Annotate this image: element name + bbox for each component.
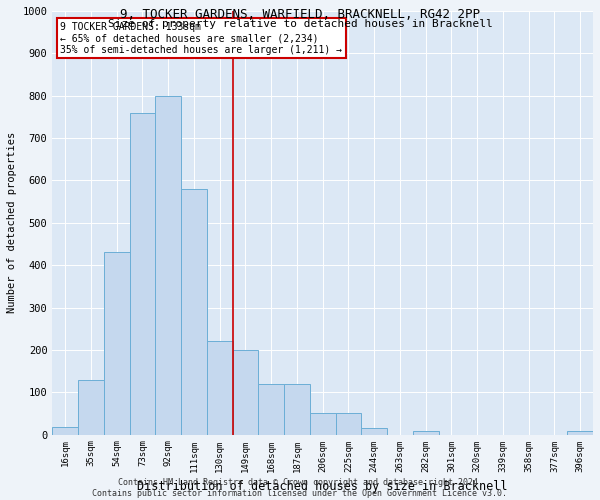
Bar — [104, 252, 130, 434]
Text: 9, TOCKER GARDENS, WARFIELD, BRACKNELL, RG42 2PP: 9, TOCKER GARDENS, WARFIELD, BRACKNELL, … — [120, 8, 480, 20]
Y-axis label: Number of detached properties: Number of detached properties — [7, 132, 17, 314]
Text: Size of property relative to detached houses in Bracknell: Size of property relative to detached ho… — [107, 19, 493, 29]
Bar — [130, 112, 155, 434]
Bar — [335, 414, 361, 434]
Text: Contains HM Land Registry data © Crown copyright and database right 2024.
Contai: Contains HM Land Registry data © Crown c… — [92, 478, 508, 498]
Text: 9 TOCKER GARDENS: 133sqm
← 65% of detached houses are smaller (2,234)
35% of sem: 9 TOCKER GARDENS: 133sqm ← 65% of detach… — [61, 22, 343, 54]
Bar — [78, 380, 104, 434]
Bar — [310, 414, 335, 434]
Bar — [233, 350, 259, 434]
Bar — [207, 342, 233, 434]
Bar — [259, 384, 284, 434]
Bar — [181, 189, 207, 434]
Bar — [413, 431, 439, 434]
Bar — [52, 427, 78, 434]
X-axis label: Distribution of detached houses by size in Bracknell: Distribution of detached houses by size … — [137, 480, 508, 493]
Bar — [284, 384, 310, 434]
Bar — [568, 431, 593, 434]
Bar — [361, 428, 387, 434]
Bar — [155, 96, 181, 434]
